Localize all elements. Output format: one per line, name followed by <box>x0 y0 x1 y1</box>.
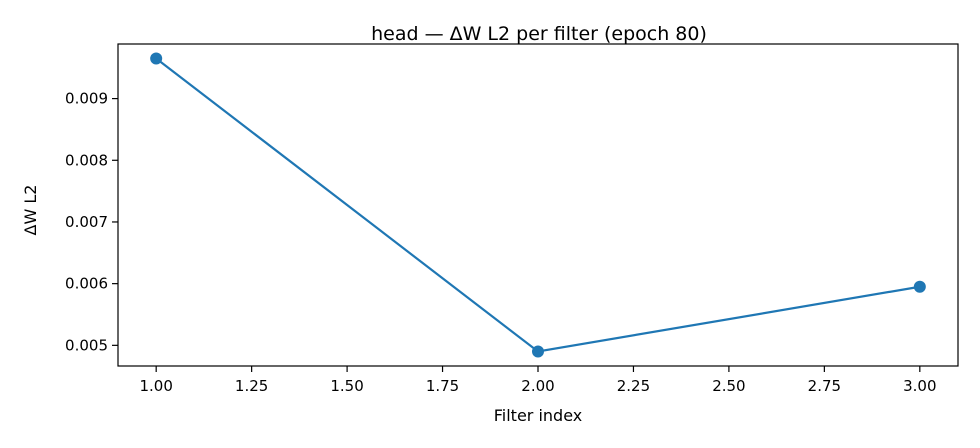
x-tick-label: 1.00 <box>139 377 172 395</box>
x-tick-label: 2.50 <box>712 377 745 395</box>
data-point <box>913 280 926 293</box>
y-axis-label: ΔW L2 <box>21 185 40 236</box>
x-tick-label: 1.75 <box>426 377 459 395</box>
y-axis-ticks: 0.005 0.006 0.007 0.008 0.009 <box>65 90 118 354</box>
series-line <box>155 57 921 353</box>
y-tick-label: 0.007 <box>65 213 108 231</box>
x-tick-label: 2.00 <box>521 377 554 395</box>
plot-area <box>117 43 959 367</box>
y-tick-label: 0.005 <box>65 336 108 354</box>
x-axis-label: Filter index <box>494 406 582 425</box>
y-tick-label: 0.006 <box>65 275 108 293</box>
x-tick-label: 2.75 <box>808 377 841 395</box>
x-tick-label: 2.25 <box>617 377 650 395</box>
x-tick-label: 3.00 <box>903 377 936 395</box>
series-layer <box>150 52 926 358</box>
y-tick-label: 0.009 <box>65 90 108 108</box>
x-axis-ticks: 1.00 1.25 1.50 1.75 2.00 2.25 2.50 2.75 3.00 <box>139 366 937 395</box>
data-point <box>532 345 544 358</box>
x-tick-label: 1.25 <box>235 377 268 395</box>
y-tick-label: 0.008 <box>65 151 108 169</box>
plot-frame <box>117 43 959 367</box>
x-tick-label: 1.50 <box>330 377 363 395</box>
chart-title: head — ΔW L2 per filter (epoch 80) <box>371 23 707 45</box>
data-point <box>150 52 163 65</box>
